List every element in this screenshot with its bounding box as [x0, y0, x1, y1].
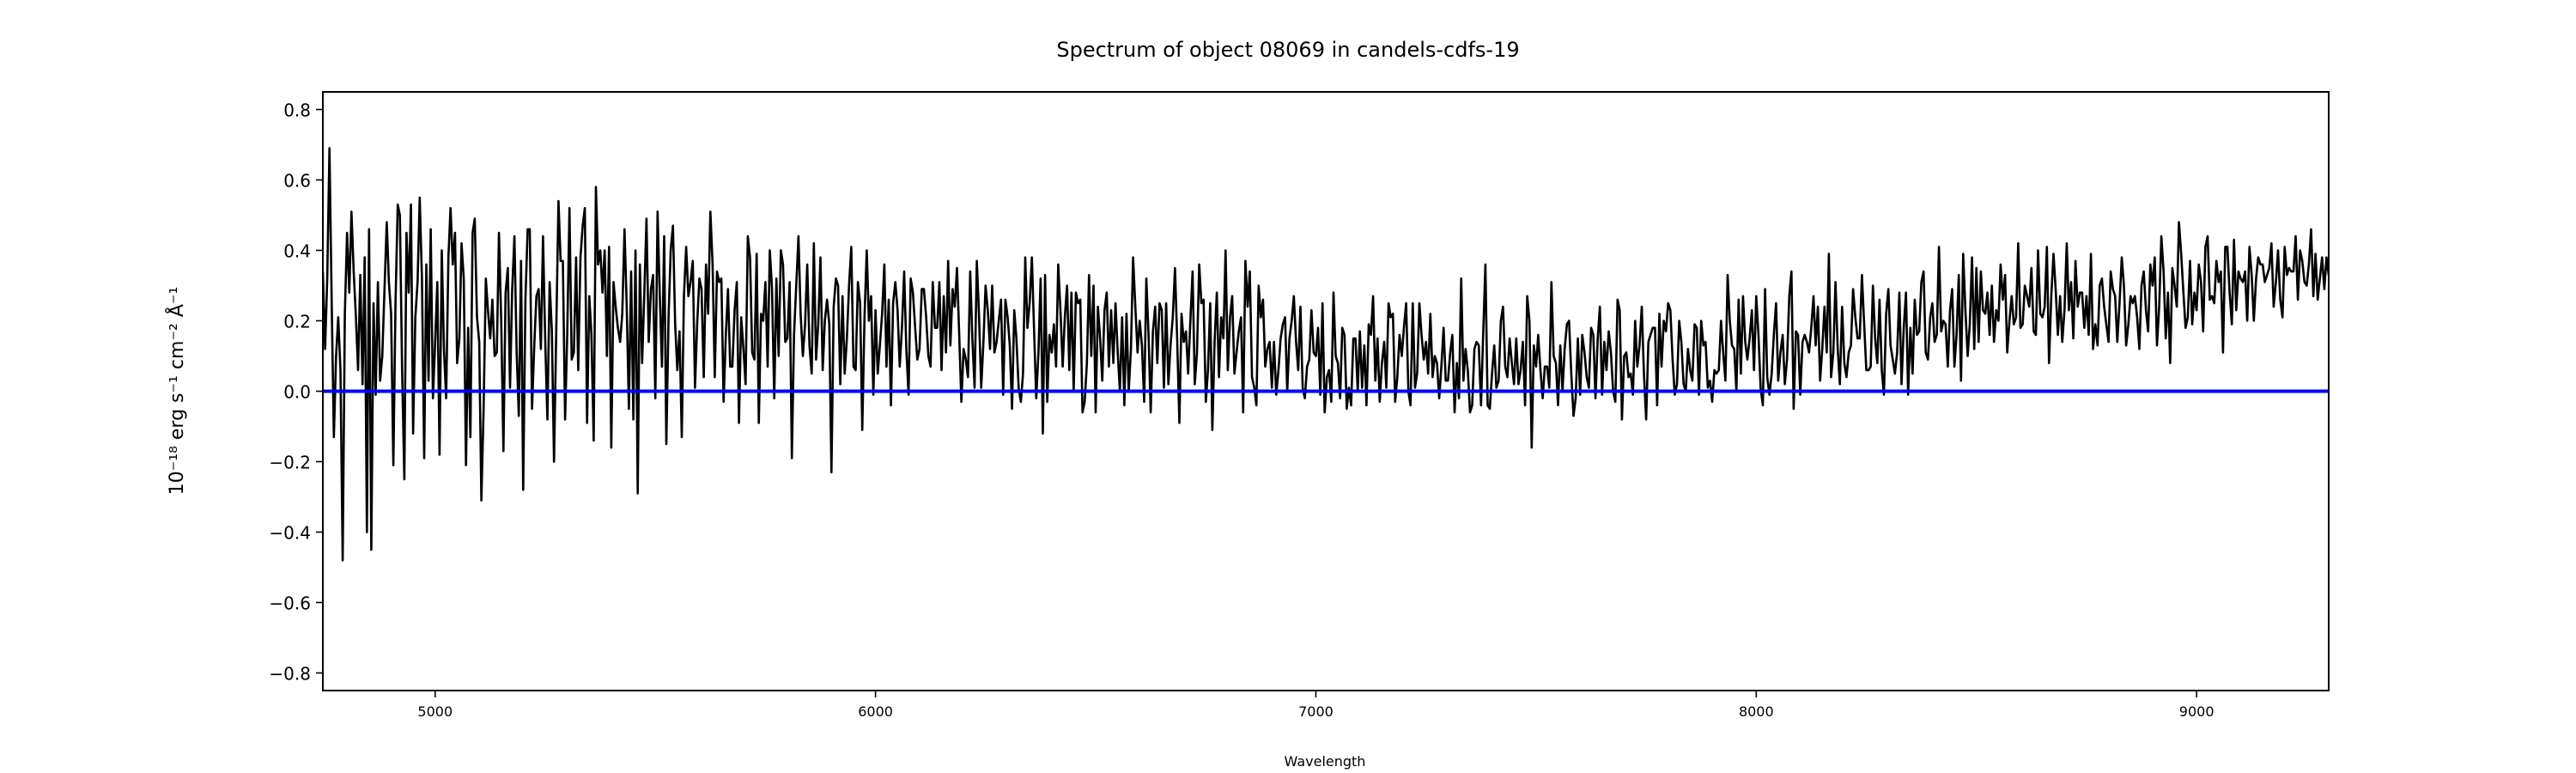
y-tick-label: 0.6	[283, 171, 311, 192]
x-tick-label: 8000	[1739, 703, 1774, 720]
y-tick-label: 0.2	[283, 312, 311, 332]
flux-series-line	[323, 147, 2329, 562]
y-tick-label: −0.6	[269, 593, 311, 614]
x-tick-label: 7000	[1298, 703, 1334, 720]
y-axis-ticks: −0.8 −0.6 −0.4 −0.2 0.0 0.2 0.4 0.6 0.8	[269, 100, 323, 685]
y-tick-label: −0.2	[269, 453, 311, 473]
plot-area	[323, 147, 2329, 562]
x-axis-label: Wavelength	[1285, 753, 1366, 770]
y-tick-label: −0.4	[269, 523, 311, 544]
y-tick-label: 0.0	[283, 382, 311, 403]
chart-title: Spectrum of object 08069 in candels-cdfs…	[1056, 38, 1519, 62]
y-tick-label: 0.8	[283, 100, 311, 121]
y-axis-label: 10⁻¹⁸ erg s⁻¹ cm⁻² Å⁻¹	[165, 287, 188, 496]
x-tick-label: 5000	[417, 703, 453, 720]
x-axis-ticks: 5000 6000 7000 8000 9000	[417, 691, 2215, 720]
x-tick-label: 6000	[858, 703, 893, 720]
y-tick-label: −0.8	[269, 664, 311, 685]
y-tick-label: 0.4	[283, 241, 311, 262]
x-tick-label: 9000	[2179, 703, 2215, 720]
